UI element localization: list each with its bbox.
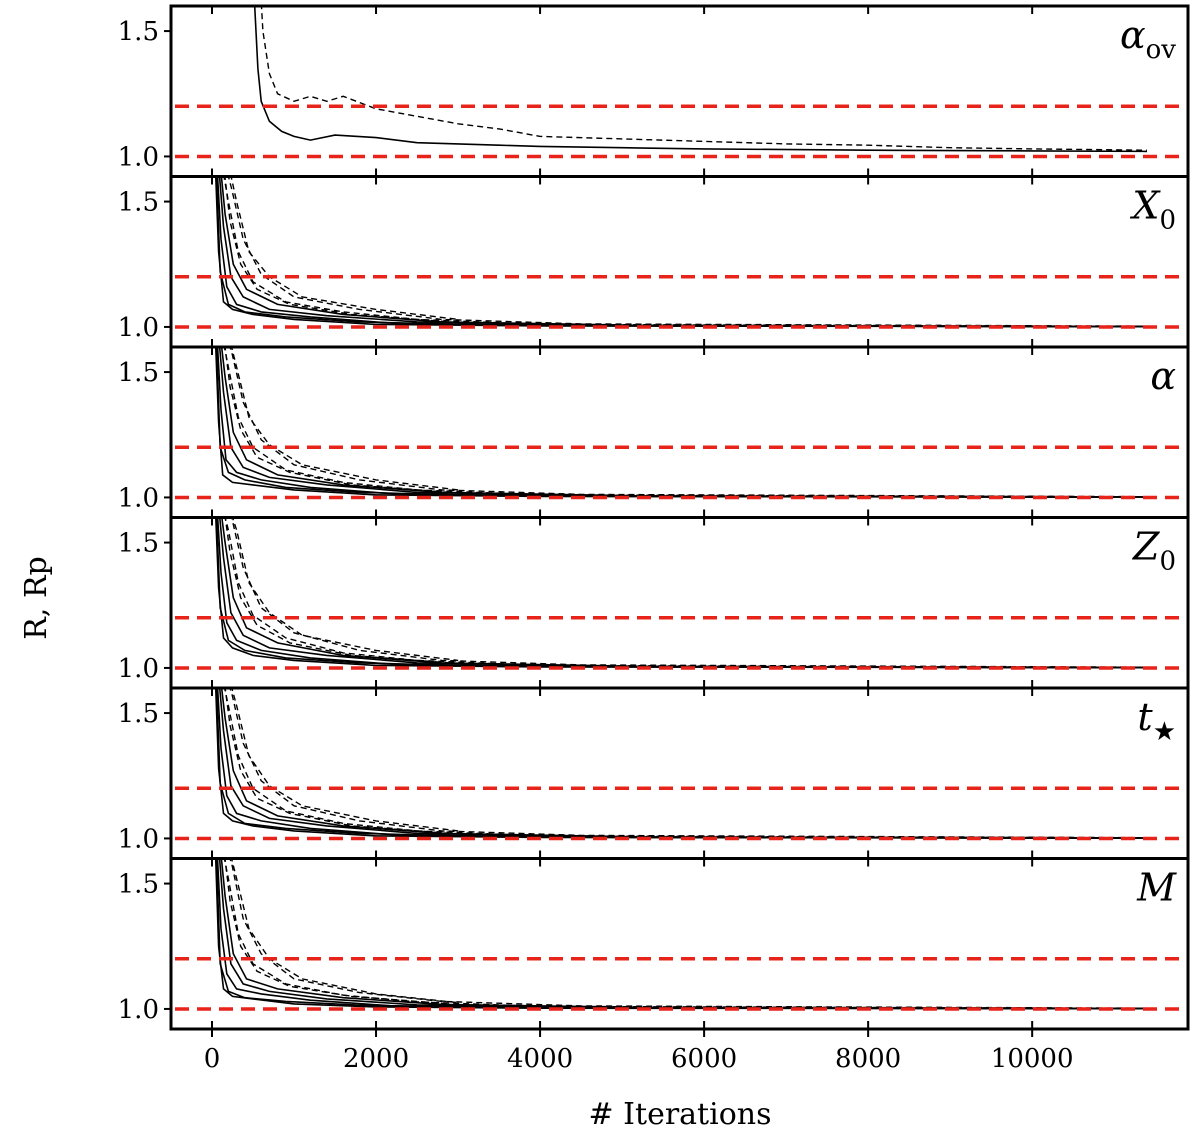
r-series-line: [220, 688, 1148, 839]
panel-5: 1.0 1.5 t★: [118, 686, 1190, 860]
rp-series-line: [224, 517, 450, 664]
rp-series-line: [231, 688, 459, 832]
panel-label-subscript: 0: [1159, 547, 1176, 577]
r-series-line: [215, 176, 1148, 328]
r-series-line: [218, 688, 1148, 839]
rp-series-line: [224, 347, 450, 494]
panel-plot-area: [175, 176, 1184, 329]
rp-series-line: [224, 858, 450, 1005]
r-series-line: [215, 517, 1148, 669]
x-tick-label: 0: [204, 1044, 221, 1074]
panel-label-symbol: α: [1150, 354, 1176, 398]
panel-parameter-label: t★: [1137, 695, 1176, 747]
y-tick-label: 1.5: [118, 529, 159, 559]
r-series-line: [216, 688, 1148, 839]
x-tick-label: 8000: [835, 1044, 901, 1074]
panel-label-subscript: ov: [1146, 35, 1177, 65]
panel-label-symbol: X: [1129, 184, 1161, 228]
panel-plot-area: [175, 347, 1184, 500]
r-series-line: [214, 688, 1148, 839]
r-series-line: [253, 6, 1148, 153]
x-axis-title: # Iterations: [589, 1097, 772, 1132]
panel-plot-area: [175, 517, 1184, 670]
r-series-line: [216, 858, 1148, 1010]
y-axis-title: R, Rp: [19, 556, 54, 639]
panel-parameter-label: α: [1150, 354, 1176, 398]
rp-series-line: [227, 176, 1148, 327]
y-tick-label: 1.0: [118, 483, 159, 513]
y-tick-label: 1.5: [118, 358, 159, 388]
panel-parameter-label: αov: [1120, 13, 1176, 65]
rp-series-line: [224, 176, 450, 323]
r-series-line: [221, 517, 1148, 669]
x-tick-label: 10000: [991, 1044, 1074, 1074]
r-series-line: [215, 688, 1148, 839]
r-series-line: [214, 517, 1148, 669]
r-series-line: [218, 347, 1148, 498]
r-series-line: [214, 176, 1148, 328]
r-series-line: [214, 347, 1148, 498]
rp-series-line: [229, 347, 1148, 498]
rp-series-line: [223, 688, 1148, 839]
y-tick-label: 1.0: [118, 313, 159, 343]
r-series-line: [216, 347, 1148, 498]
panel-2: 1.0 1.5 X0: [118, 175, 1190, 349]
y-tick-label: 1.5: [118, 870, 159, 900]
panel-1: 1.0 1.5 αov: [118, 4, 1190, 178]
panel-parameter-label: Z0: [1132, 525, 1176, 577]
panel-plot-area: [175, 6, 1184, 159]
r-series-line: [220, 176, 1148, 328]
panel-6: 1.0 1.5 M: [118, 857, 1190, 1031]
panel-label-subscript: 0: [1159, 206, 1176, 236]
r-series-line: [220, 858, 1148, 1010]
r-series-line: [215, 858, 1148, 1010]
panel-frame: [169, 857, 1190, 1031]
panel-parameter-label: M: [1136, 866, 1177, 910]
panel-parameter-label: X0: [1129, 184, 1176, 236]
r-series-line: [216, 517, 1148, 669]
rp-series-line: [231, 517, 459, 662]
y-tick-label: 1.5: [118, 188, 159, 218]
r-series-line: [220, 347, 1148, 498]
r-series-line: [218, 517, 1148, 669]
y-tick-label: 1.0: [118, 142, 159, 172]
panel-4: 1.0 1.5 Z0: [118, 516, 1190, 690]
panel-label-subscript: ★: [1153, 717, 1176, 747]
panel-label-symbol: M: [1136, 866, 1177, 910]
y-tick-label: 1.5: [118, 699, 159, 729]
rp-series-line: [230, 347, 459, 491]
y-tick-label: 1.0: [118, 824, 159, 854]
y-tick-label: 1.0: [118, 654, 159, 684]
panel-label-symbol: α: [1120, 13, 1146, 57]
r-series-line: [215, 347, 1148, 498]
rp-series-line: [224, 517, 1148, 669]
rp-series-line: [260, 6, 1148, 151]
rp-series-line: [229, 688, 1148, 839]
x-axis: 0 2000 4000 6000 8000 10000: [204, 1029, 1074, 1074]
panel-plot-area: [175, 688, 1184, 841]
y-tick-label: 1.5: [118, 17, 159, 47]
rp-series-line: [230, 517, 1148, 668]
r-series-line: [218, 176, 1148, 328]
y-tick-label: 1.0: [118, 995, 159, 1025]
panel-label-symbol: Z: [1132, 525, 1160, 569]
r-series-line: [214, 858, 1148, 1010]
panel-label-symbol: t: [1137, 695, 1153, 739]
rp-series-line: [229, 858, 1148, 1009]
rp-series-line: [223, 176, 1148, 328]
rp-series-line: [223, 347, 1148, 498]
rp-series-line: [224, 688, 450, 835]
rp-series-line: [230, 858, 459, 1004]
rp-series-line: [230, 176, 459, 321]
r-series-line: [218, 858, 1148, 1010]
x-tick-label: 6000: [671, 1044, 737, 1074]
r-series-line: [216, 176, 1148, 328]
panel-plot-area: [175, 858, 1184, 1011]
x-tick-label: 4000: [507, 1044, 573, 1074]
rp-series-line: [223, 858, 1148, 1010]
panel-3: 1.0 1.5 α: [118, 345, 1190, 519]
x-tick-label: 2000: [343, 1044, 409, 1074]
